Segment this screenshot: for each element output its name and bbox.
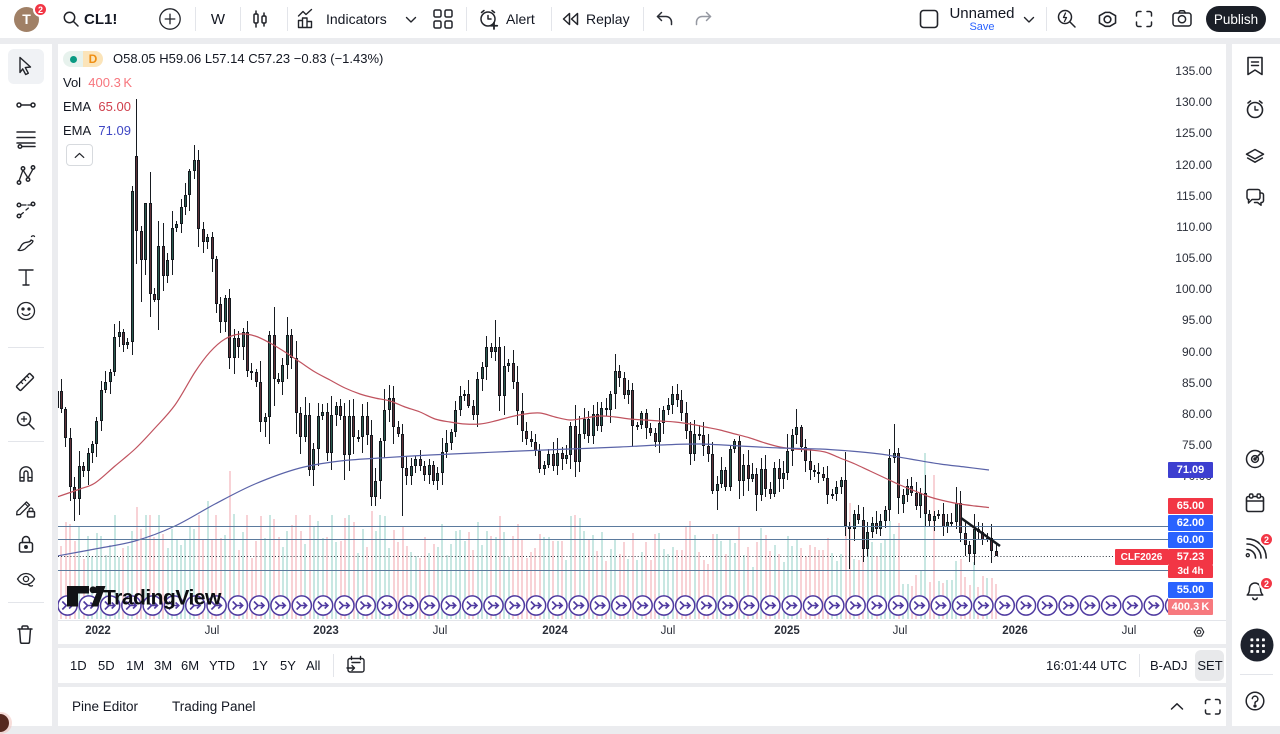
svg-text:TradingView: TradingView [103, 587, 222, 610]
